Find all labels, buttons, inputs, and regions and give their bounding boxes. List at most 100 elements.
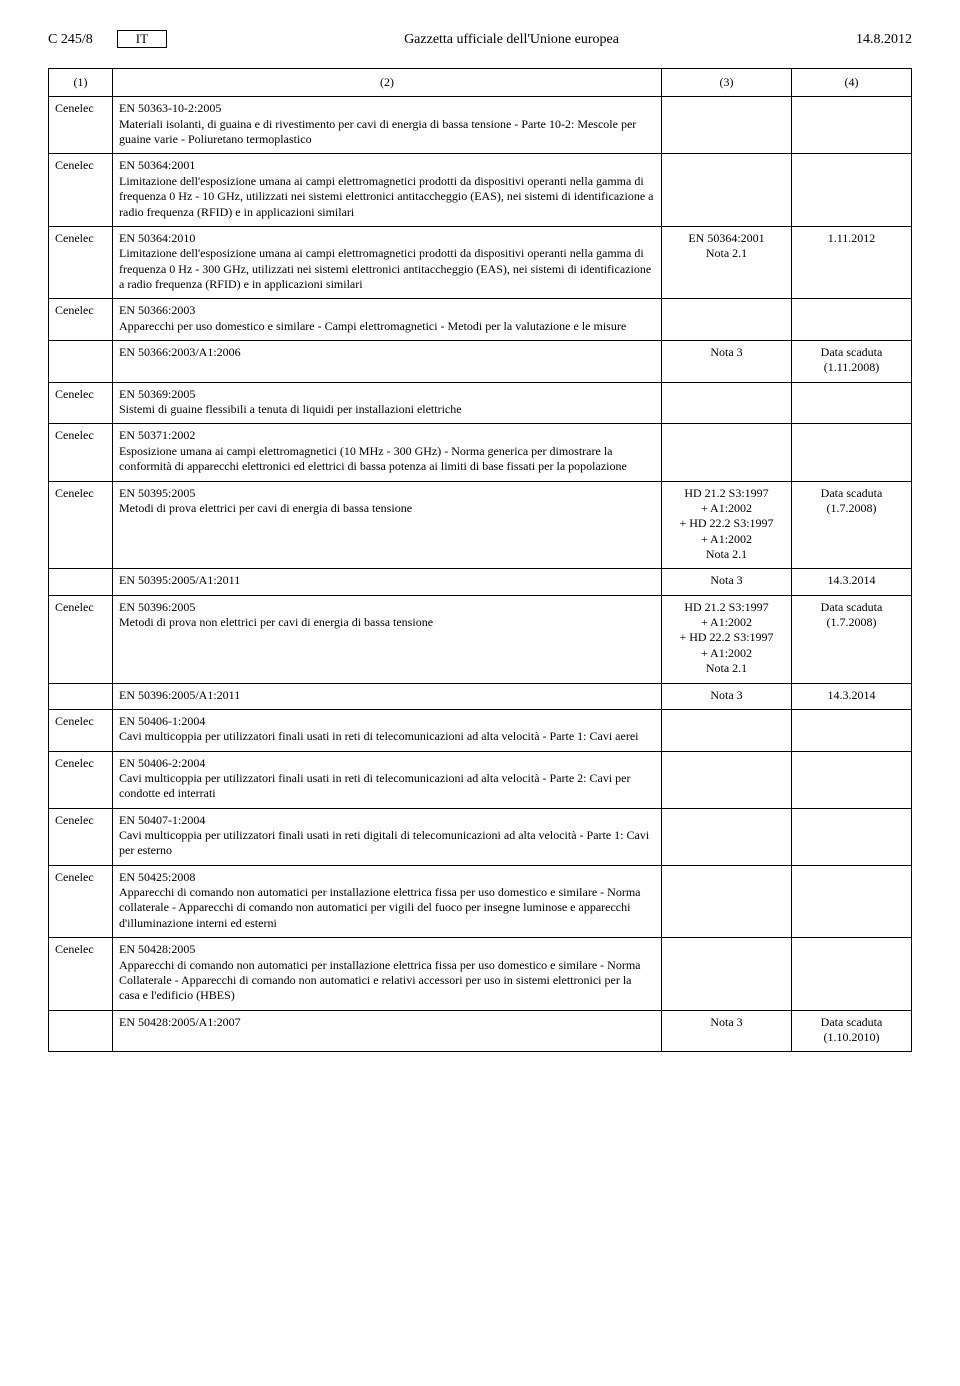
date-cell bbox=[792, 709, 912, 751]
table-row: EN 50395:2005/A1:2011Nota 314.3.2014 bbox=[49, 569, 912, 595]
date-cell bbox=[792, 299, 912, 341]
table-row: CenelecEN 50363-10-2:2005Materiali isola… bbox=[49, 97, 912, 154]
ref-cell: HD 21.2 S3:1997+ A1:2002+ HD 22.2 S3:199… bbox=[662, 595, 792, 683]
page-header: C 245/8 IT Gazzetta ufficiale dell'Union… bbox=[48, 30, 912, 48]
ref-cell: Nota 3 bbox=[662, 683, 792, 709]
standard-cell: EN 50395:2005Metodi di prova elettrici p… bbox=[113, 481, 662, 569]
table-row: Cenelec EN 50407-1:2004Cavi multicoppia p… bbox=[49, 808, 912, 865]
standard-cell: EN 50396:2005/A1:2011 bbox=[113, 683, 662, 709]
table-row: EN 50428:2005/A1:2007Nota 3Data scaduta(… bbox=[49, 1010, 912, 1052]
date-cell bbox=[792, 97, 912, 154]
org-cell: Cenelec bbox=[49, 938, 113, 1010]
org-cell bbox=[49, 1010, 113, 1052]
table-header-row: (1) (2) (3) (4) bbox=[49, 69, 912, 97]
org-cell: Cenelec bbox=[49, 97, 113, 154]
org-cell: Cenelec bbox=[49, 481, 113, 569]
org-cell: Cenelec bbox=[49, 595, 113, 683]
col-header-3: (3) bbox=[662, 69, 792, 97]
table-row: CenelecEN 50366:2003Apparecchi per uso d… bbox=[49, 299, 912, 341]
org-cell: Cenelec bbox=[49, 808, 113, 865]
org-cell bbox=[49, 341, 113, 383]
org-cell: Cenelec bbox=[49, 751, 113, 808]
ref-cell: Nota 3 bbox=[662, 1010, 792, 1052]
standards-table: (1) (2) (3) (4) CenelecEN 50363-10-2:200… bbox=[48, 68, 912, 1052]
standard-desc: Metodi di prova non elettrici per cavi d… bbox=[119, 615, 655, 630]
date-cell bbox=[792, 382, 912, 424]
page-ref: C 245/8 bbox=[48, 32, 93, 48]
table-row: CenelecEN 50395:2005Metodi di prova elet… bbox=[49, 481, 912, 569]
date-cell: Data scaduta(1.7.2008) bbox=[792, 481, 912, 569]
standard-desc: Sistemi di guaine flessibili a tenuta di… bbox=[119, 402, 655, 417]
standard-cell: EN 50366:2003/A1:2006 bbox=[113, 341, 662, 383]
journal-title: Gazzetta ufficiale dell'Unione europea bbox=[167, 32, 856, 48]
standard-cell: EN 50428:2005/A1:2007 bbox=[113, 1010, 662, 1052]
date-cell: 14.3.2014 bbox=[792, 569, 912, 595]
ref-cell: Nota 3 bbox=[662, 569, 792, 595]
ref-cell bbox=[662, 938, 792, 1010]
standard-cell: EN 50406-2:2004Cavi multicoppia per util… bbox=[113, 751, 662, 808]
ref-cell bbox=[662, 865, 792, 937]
standard-desc: Metodi di prova elettrici per cavi di en… bbox=[119, 501, 655, 516]
table-row: CenelecEN 50406-1:2004Cavi multicoppia p… bbox=[49, 709, 912, 751]
standard-desc: Materiali isolanti, di guaina e di rives… bbox=[119, 117, 655, 148]
date-cell bbox=[792, 808, 912, 865]
standard-code: EN 50364:2010 bbox=[119, 231, 655, 246]
date-cell bbox=[792, 751, 912, 808]
standard-code: EN 50396:2005 bbox=[119, 600, 655, 615]
org-cell bbox=[49, 569, 113, 595]
standard-cell: EN 50371:2002Esposizione umana ai campi … bbox=[113, 424, 662, 481]
table-row: Cenelec EN 50396:2005Metodi di prova non … bbox=[49, 595, 912, 683]
org-cell: Cenelec bbox=[49, 299, 113, 341]
date-cell: 1.11.2012 bbox=[792, 226, 912, 298]
date-cell bbox=[792, 154, 912, 226]
ref-cell bbox=[662, 424, 792, 481]
org-cell: Cenelec bbox=[49, 382, 113, 424]
standard-desc: Apparecchi per uso domestico e similare … bbox=[119, 319, 655, 334]
standard-desc: Apparecchi di comando non automatici per… bbox=[119, 958, 655, 1004]
standard-code: EN 50406-1:2004 bbox=[119, 714, 655, 729]
standard-code: EN 50395:2005 bbox=[119, 486, 655, 501]
date-cell: Data scaduta(1.7.2008) bbox=[792, 595, 912, 683]
standard-code: EN 50425:2008 bbox=[119, 870, 655, 885]
standard-desc: Cavi multicoppia per utilizzatori finali… bbox=[119, 828, 655, 859]
table-row: EN 50396:2005/A1:2011Nota 314.3.2014 bbox=[49, 683, 912, 709]
org-cell: Cenelec bbox=[49, 154, 113, 226]
standard-cell: EN 50363-10-2:2005Materiali isolanti, di… bbox=[113, 97, 662, 154]
ref-cell bbox=[662, 97, 792, 154]
org-cell: Cenelec bbox=[49, 226, 113, 298]
standard-desc: Cavi multicoppia per utilizzatori finali… bbox=[119, 729, 655, 744]
date-cell bbox=[792, 865, 912, 937]
table-row: CenelecEN 50364:2010Limitazione dell'esp… bbox=[49, 226, 912, 298]
standard-desc: Limitazione dell'esposizione umana ai ca… bbox=[119, 174, 655, 220]
standard-cell: EN 50369:2005Sistemi di guaine flessibil… bbox=[113, 382, 662, 424]
col-header-1: (1) bbox=[49, 69, 113, 97]
org-cell bbox=[49, 683, 113, 709]
col-header-4: (4) bbox=[792, 69, 912, 97]
standard-cell: EN 50395:2005/A1:2011 bbox=[113, 569, 662, 595]
org-cell: Cenelec bbox=[49, 424, 113, 481]
standard-code: EN 50428:2005 bbox=[119, 942, 655, 957]
standard-code: EN 50407-1:2004 bbox=[119, 813, 655, 828]
date-cell bbox=[792, 938, 912, 1010]
standard-cell: EN 50366:2003Apparecchi per uso domestic… bbox=[113, 299, 662, 341]
header-date: 14.8.2012 bbox=[856, 32, 912, 48]
standard-cell: EN 50406-1:2004Cavi multicoppia per util… bbox=[113, 709, 662, 751]
ref-cell bbox=[662, 154, 792, 226]
ref-cell bbox=[662, 299, 792, 341]
ref-cell bbox=[662, 709, 792, 751]
standard-code: EN 50366:2003 bbox=[119, 303, 655, 318]
standard-code: EN 50371:2002 bbox=[119, 428, 655, 443]
col-header-2: (2) bbox=[113, 69, 662, 97]
standard-desc: Esposizione umana ai campi elettromagnet… bbox=[119, 444, 655, 475]
ref-cell bbox=[662, 808, 792, 865]
ref-cell bbox=[662, 382, 792, 424]
ref-cell: HD 21.2 S3:1997+ A1:2002+ HD 22.2 S3:199… bbox=[662, 481, 792, 569]
table-row: CenelecEN 50364:2001Limitazione dell'esp… bbox=[49, 154, 912, 226]
ref-cell bbox=[662, 751, 792, 808]
standard-cell: EN 50425:2008Apparecchi di comando non a… bbox=[113, 865, 662, 937]
table-row: CenelecEN 50371:2002Esposizione umana ai… bbox=[49, 424, 912, 481]
table-row: CenelecEN 50425:2008Apparecchi di comand… bbox=[49, 865, 912, 937]
date-cell: Data scaduta(1.11.2008) bbox=[792, 341, 912, 383]
standard-code: EN 50363-10-2:2005 bbox=[119, 101, 655, 116]
standard-desc: Cavi multicoppia per utilizzatori finali… bbox=[119, 771, 655, 802]
